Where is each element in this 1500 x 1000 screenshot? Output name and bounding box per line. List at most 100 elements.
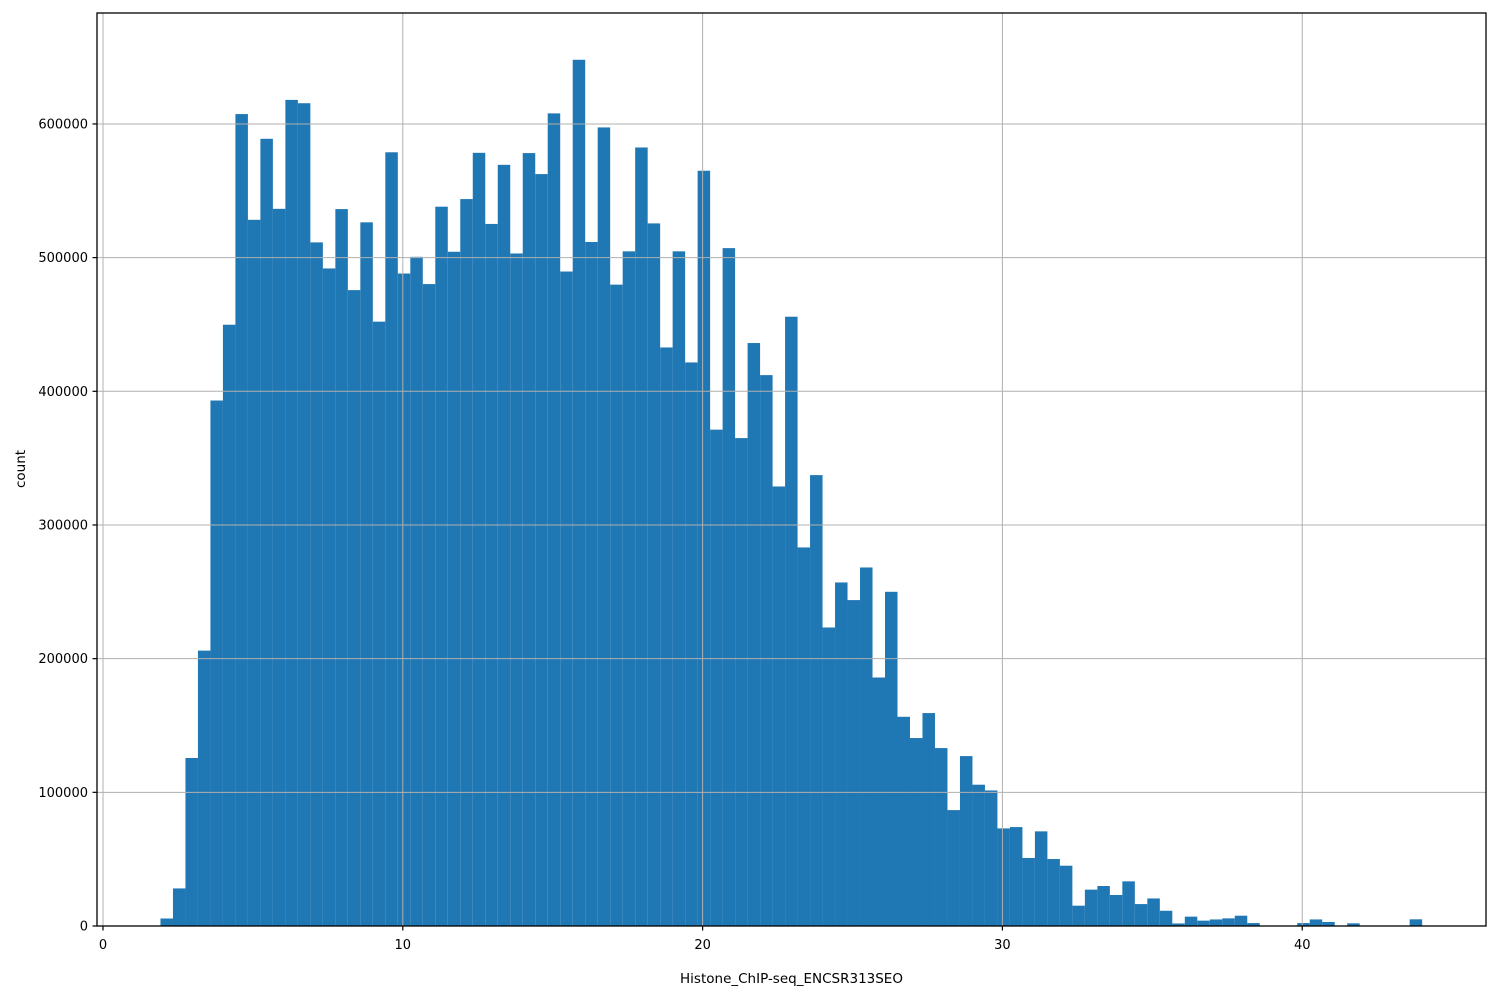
histogram-bar: [585, 241, 598, 927]
histogram-bar: [497, 164, 511, 927]
histogram-bar: [197, 650, 211, 926]
histogram-bar: [372, 321, 386, 926]
x-tick-label: 10: [395, 938, 412, 953]
y-tick-label: 0: [80, 920, 88, 935]
histogram-bar: [972, 784, 985, 926]
histogram-bars: [160, 59, 1423, 927]
histogram-bar: [160, 918, 173, 926]
histogram-bar: [397, 273, 411, 926]
histogram-bar: [934, 748, 948, 926]
histogram-bar: [560, 271, 573, 926]
histogram-bar: [335, 209, 348, 927]
histogram-bar: [297, 103, 311, 927]
x-tick-label: 0: [99, 938, 107, 953]
histogram-bar: [410, 256, 423, 926]
histogram-bar: [510, 253, 523, 927]
histogram-bar: [897, 716, 910, 926]
histogram-bar: [835, 582, 848, 926]
histogram-bar: [1197, 920, 1210, 926]
y-tick-label: 500000: [38, 251, 88, 266]
histogram-bar: [235, 114, 248, 926]
histogram-bar: [610, 284, 623, 926]
histogram-bar: [472, 152, 486, 926]
histogram-bar: [797, 547, 811, 926]
histogram-bar: [422, 284, 436, 927]
tick-marks: [92, 123, 1303, 931]
histogram-bar: [885, 591, 898, 926]
histogram-bar: [1322, 921, 1335, 926]
histogram-bar: [172, 888, 186, 926]
histogram-bar: [272, 208, 286, 926]
histogram-bar: [909, 738, 923, 926]
histogram-bar: [747, 343, 761, 926]
histogram-bar: [772, 486, 786, 926]
histogram-bar: [347, 290, 361, 926]
tick-labels: 0 10 20 30 40 0 100000 200000 300000 400000 500000…: [38, 117, 1310, 953]
histogram-bar: [1147, 898, 1160, 926]
histogram-bar: [810, 475, 823, 926]
histogram-bar: [1047, 859, 1060, 926]
histogram-bar: [622, 251, 636, 927]
histogram-bar: [685, 362, 698, 926]
histogram-bar: [1034, 831, 1048, 926]
axes-spines: [96, 12, 1487, 927]
x-tick-label: 20: [694, 938, 711, 953]
histogram-bar: [984, 790, 998, 926]
histogram-bar: [872, 677, 885, 926]
histogram-bar: [1172, 923, 1185, 926]
histogram-bar: [785, 316, 798, 927]
histogram-bar: [1022, 857, 1035, 926]
histogram-bar: [310, 242, 323, 926]
histogram-bar: [947, 810, 960, 926]
histogram-bar: [660, 347, 673, 926]
histogram-bar: [697, 170, 711, 927]
histogram-bar: [722, 248, 736, 926]
histogram-bar: [435, 206, 448, 926]
histogram-bar: [322, 268, 336, 926]
x-tick-label: 30: [994, 938, 1011, 953]
histogram-bar: [710, 429, 723, 926]
histogram-bar: [1059, 865, 1073, 926]
histogram-bar: [1184, 916, 1198, 926]
histogram-bar: [1072, 905, 1085, 926]
histogram-bar: [222, 324, 236, 927]
histogram-bar: [1109, 894, 1123, 926]
histogram-bar: [1234, 915, 1248, 926]
histogram-bar: [285, 99, 298, 926]
y-axis-label: count: [13, 449, 29, 489]
histogram-bar: [1247, 923, 1260, 926]
histogram-bar: [1084, 889, 1098, 926]
x-axis-label: Histone_ChIP-seq_ENCSR313SEO: [680, 971, 903, 987]
histogram-bar: [1409, 919, 1423, 926]
histogram-bar: [922, 713, 935, 926]
histogram-bar: [760, 375, 773, 926]
histogram-bar: [1159, 910, 1173, 926]
histogram-bar: [1309, 919, 1323, 926]
histogram-bar: [385, 152, 398, 927]
gridlines: [97, 13, 1486, 926]
histogram-bar: [997, 828, 1010, 926]
histogram-bar: [522, 153, 536, 927]
histogram-bar: [360, 222, 373, 926]
y-tick-label: 600000: [38, 117, 88, 132]
histogram-bar: [647, 223, 661, 926]
histogram-bar: [959, 756, 973, 926]
histogram-bar: [447, 251, 461, 927]
histogram-bar: [247, 219, 261, 927]
histogram-bar: [1122, 881, 1135, 926]
histogram-bar: [460, 199, 473, 926]
histogram-bar: [210, 400, 223, 926]
histogram-bar: [1222, 918, 1235, 926]
histogram-bar: [735, 438, 748, 926]
histogram-bar: [260, 138, 273, 927]
histogram-bar: [822, 627, 836, 926]
histogram-bar: [185, 757, 198, 926]
histogram-bar: [547, 113, 561, 926]
histogram-bar: [1009, 827, 1023, 926]
y-tick-label: 400000: [38, 385, 88, 400]
histogram-bar: [1134, 904, 1148, 926]
histogram-bar: [485, 223, 498, 926]
histogram-bar: [1297, 923, 1310, 926]
